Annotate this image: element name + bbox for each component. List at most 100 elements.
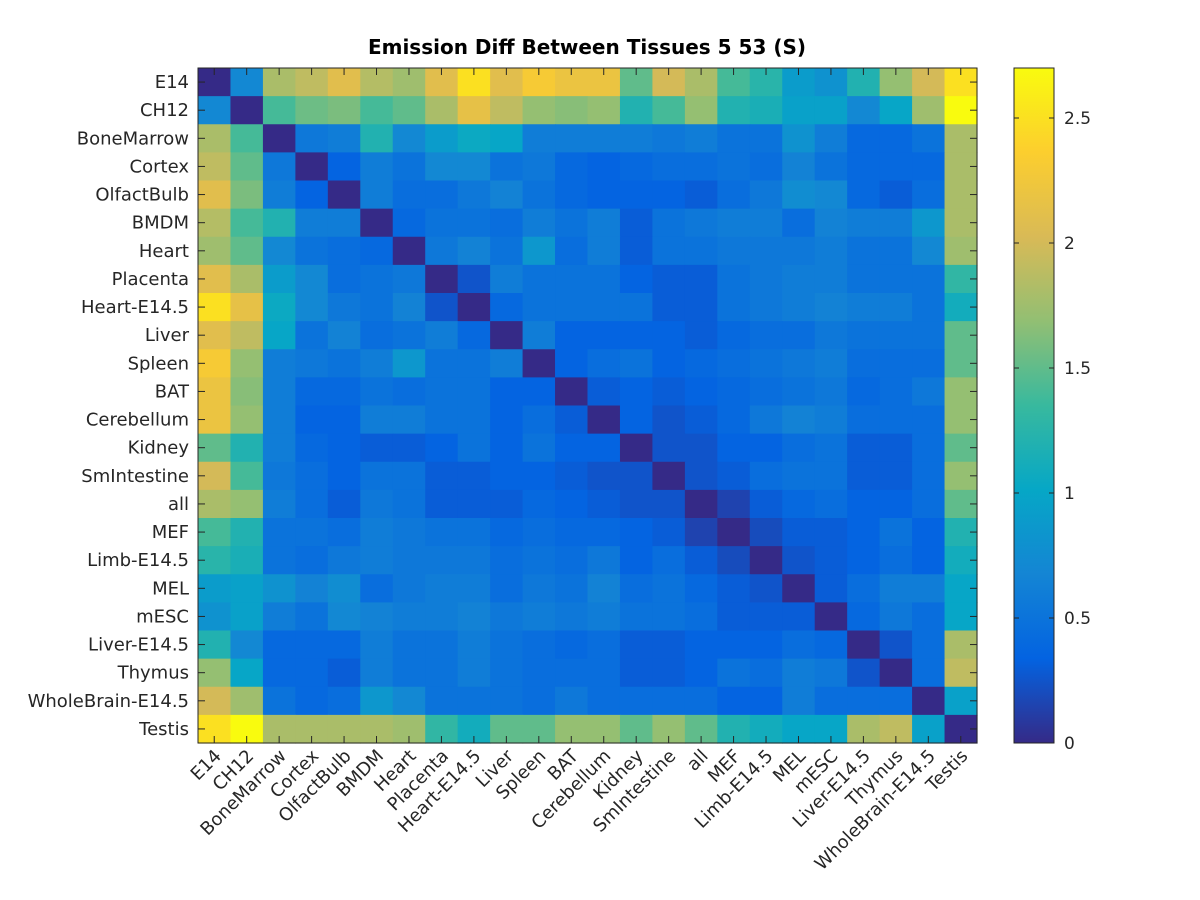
heatmap-cell (749, 208, 783, 238)
heatmap-cell (912, 377, 946, 407)
heatmap-cell (717, 377, 751, 407)
heatmap-cell (425, 630, 459, 660)
heatmap-cell (912, 208, 946, 238)
heatmap-cell (619, 602, 654, 632)
heatmap-cell (912, 518, 946, 547)
heatmap-cell (814, 630, 848, 660)
heatmap-cell (327, 433, 361, 463)
heatmap-cell (262, 377, 296, 407)
heatmap-cell (555, 686, 589, 716)
heatmap-cell (652, 293, 686, 322)
heatmap-cell (879, 96, 913, 125)
heatmap-cell (912, 405, 946, 435)
heatmap-cell (295, 574, 329, 603)
heatmap-cell (360, 208, 394, 238)
heatmap-cell (749, 433, 783, 463)
heatmap-cell (262, 264, 296, 294)
heatmap-cell (360, 264, 394, 294)
heatmap-cell (652, 630, 686, 660)
y-axis-tick-labels: E14 CH12 BoneMarrow Cortex OlfactBulb BMDM Hea… (28, 72, 190, 740)
heatmap-cell (392, 602, 426, 632)
heatmap-cell (717, 405, 751, 435)
axis-tick-marks (198, 68, 977, 743)
heatmap-cell (392, 574, 426, 603)
heatmap-cell (522, 264, 556, 294)
heatmap-cell (587, 433, 621, 463)
y-tick-label: SmIntestine (81, 466, 189, 487)
colorbar-frame (1013, 67, 1055, 744)
colorbar-tick-label: 1.5 (1064, 359, 1091, 379)
heatmap-cell (912, 124, 946, 153)
heatmap-cell (652, 461, 686, 491)
heatmap-cell (847, 349, 881, 378)
heatmap-cell (230, 293, 264, 322)
heatmap-cell (490, 433, 524, 463)
heatmap-cell (619, 546, 654, 575)
heatmap-cell (230, 264, 264, 294)
heatmap-cell (392, 686, 426, 716)
heatmap-cell (262, 405, 296, 435)
heatmap-cell (425, 124, 459, 153)
heatmap-cell (522, 574, 556, 603)
heatmap-cell (457, 658, 491, 688)
heatmap-cell (782, 293, 816, 322)
heatmap-cell (749, 686, 783, 716)
heatmap-cell (587, 96, 621, 125)
heatmap-cell (457, 686, 491, 716)
heatmap-cell (717, 630, 751, 660)
heatmap-cell (717, 96, 751, 125)
heatmap-cell (814, 433, 848, 463)
heatmap-cell (912, 96, 946, 125)
heatmap-cell (327, 180, 361, 210)
heatmap-cell (327, 236, 361, 266)
heatmap-cell (392, 208, 426, 238)
heatmap-cell (847, 630, 881, 660)
heatmap-cell (327, 489, 361, 519)
heatmap-cell (457, 124, 491, 153)
heatmap-cell (555, 124, 589, 153)
heatmap-cell (457, 433, 491, 463)
heatmap-cell (522, 124, 556, 153)
heatmap-cell (295, 96, 329, 125)
heatmap-cell (717, 602, 751, 632)
heatmap-cell (847, 405, 881, 435)
colorbar-tick-label: 2.5 (1064, 109, 1091, 129)
heatmap-cell (684, 293, 718, 322)
heatmap-cell (555, 208, 589, 238)
heatmap-cell (522, 377, 556, 407)
heatmap-cell (782, 489, 816, 519)
colorbar-tick-label: 1 (1064, 484, 1075, 504)
heatmap-cell (425, 658, 459, 688)
heatmap-cell (847, 489, 881, 519)
heatmap-cell (425, 264, 459, 294)
heatmap-cell (230, 574, 264, 603)
heatmap-cell (425, 349, 459, 378)
heatmap-cell (814, 124, 848, 153)
heatmap-cell (295, 461, 329, 491)
y-tick-label: WholeBrain-E14.5 (28, 691, 189, 712)
heatmap-cell (587, 349, 621, 378)
heatmap-cell (555, 433, 589, 463)
heatmap-cell (327, 658, 361, 688)
heatmap-cell (912, 236, 946, 266)
heatmap-cell (555, 293, 589, 322)
heatmap-cell (555, 630, 589, 660)
heatmap-cell (392, 518, 426, 547)
heatmap-cell (782, 546, 816, 575)
heatmap-cell (490, 546, 524, 575)
heatmap-cell (230, 208, 264, 238)
heatmap-cell (230, 658, 264, 688)
heatmap-cell (230, 518, 264, 547)
heatmap-cell (360, 546, 394, 575)
heatmap-cell (684, 461, 718, 491)
heatmap-cell (684, 349, 718, 378)
heatmap-cell (814, 293, 848, 322)
heatmap-cell (360, 293, 394, 322)
y-tick-label: Liver (145, 325, 190, 346)
heatmap-cell (717, 180, 751, 210)
heatmap-cell (684, 518, 718, 547)
heatmap-cell (327, 264, 361, 294)
heatmap-cell (295, 377, 329, 407)
heatmap-cell (717, 489, 751, 519)
heatmap-cell (879, 461, 913, 491)
